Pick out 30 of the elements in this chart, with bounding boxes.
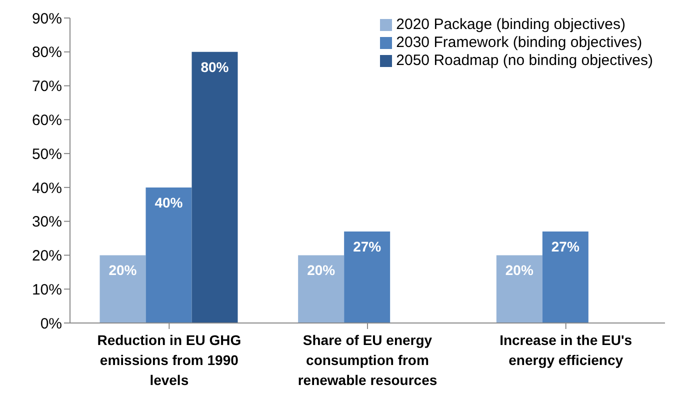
legend-label: 2020 Package (binding objectives) (396, 16, 626, 34)
bar (146, 187, 192, 323)
data-label: 20% (505, 262, 534, 278)
bar (192, 52, 238, 323)
data-label: 20% (108, 262, 138, 278)
legend-label: 2030 Framework (binding objectives) (396, 34, 642, 52)
data-label: 40% (154, 194, 184, 210)
bar (542, 232, 588, 323)
bar (344, 232, 390, 323)
legend-label: 2050 Roadmap (no binding objectives) (396, 52, 653, 70)
data-label: 80% (200, 58, 230, 75)
x-tick-label: Share of EU energy consumption from renewable resources (298, 332, 438, 388)
bar (100, 255, 146, 323)
y-tick-label: 40% (32, 180, 62, 197)
bar (298, 255, 344, 323)
bar (496, 255, 542, 323)
data-label: 27% (353, 238, 382, 254)
y-tick-label: 10% (32, 281, 62, 298)
y-tick-label: 80% (32, 44, 62, 62)
y-tick-label: 50% (32, 146, 62, 163)
x-tick-label: Reduction in EU GHG emissions from 1990 levels (97, 332, 242, 388)
y-tick-label: 0% (40, 315, 62, 332)
data-label: 27% (551, 238, 580, 254)
x-tick-label: Increase in the EU's energy efficiency (500, 332, 632, 368)
data-label: 20% (307, 262, 336, 278)
y-tick-label: 60% (32, 112, 62, 129)
y-tick-label: 90% (32, 10, 62, 28)
y-tick-label: 30% (32, 214, 62, 231)
y-tick-label: 70% (32, 78, 62, 96)
y-tick-label: 20% (32, 248, 62, 265)
